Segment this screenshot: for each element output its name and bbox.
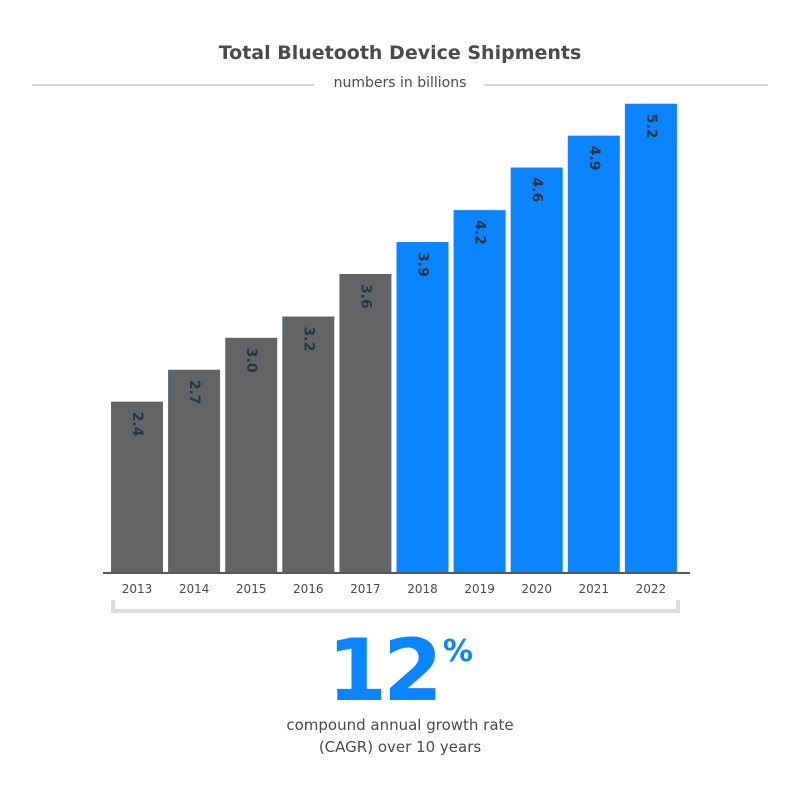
cagr-caption-line1: compound annual growth rate	[286, 716, 514, 734]
bar-2022	[624, 103, 677, 572]
title-rule-left	[32, 84, 314, 86]
bar-2019	[453, 210, 506, 572]
value-label-2013: 2.4	[129, 412, 145, 437]
x-tick-label-2018: 2018	[407, 582, 438, 596]
value-label-2015: 3.0	[243, 348, 259, 373]
bar-2016	[282, 316, 335, 572]
bar-2013	[111, 401, 163, 572]
value-label-2018: 3.9	[415, 252, 431, 277]
chart-subtitle: numbers in billions	[333, 75, 467, 91]
period-bracket	[111, 600, 680, 613]
value-label-2017: 3.6	[357, 284, 373, 309]
cagr-value: 12%	[0, 628, 800, 714]
cagr-caption-line2: (CAGR) over 10 years	[318, 738, 482, 756]
x-tick-label-2022: 2022	[636, 582, 667, 596]
value-label-2014: 2.7	[186, 380, 202, 405]
value-label-2021: 4.9	[586, 146, 602, 171]
cagr-percent: %	[442, 634, 473, 669]
value-label-2020: 4.6	[529, 178, 545, 203]
title-rule-right	[484, 84, 768, 86]
cagr-caption: compound annual growth rate (CAGR) over …	[0, 714, 800, 758]
bar-2021	[567, 135, 620, 572]
x-tick-label-2014: 2014	[179, 582, 210, 596]
x-tick-label-2017: 2017	[350, 582, 381, 596]
bar-2015	[225, 337, 278, 572]
bar-2017	[339, 273, 392, 572]
value-label-2016: 3.2	[300, 327, 316, 352]
bar-2020	[510, 167, 563, 572]
bar-chart: 2.4 2013 2.7 2014 3.0 2015 3.2 2016 3.6 2017 3.9 20…	[103, 103, 690, 596]
value-label-2022: 5.2	[643, 114, 659, 139]
x-tick-label-2019: 2019	[464, 582, 495, 596]
value-label-2019: 4.2	[472, 220, 488, 245]
x-tick-label-2020: 2020	[521, 582, 552, 596]
cagr-number: 12	[327, 621, 443, 721]
x-tick-label-2016: 2016	[293, 582, 324, 596]
chart-title: Total Bluetooth Device Shipments	[218, 42, 582, 64]
bar-2018	[396, 242, 449, 573]
bar-2014	[168, 369, 221, 572]
x-tick-label-2015: 2015	[236, 582, 267, 596]
x-tick-label-2013: 2013	[122, 582, 153, 596]
x-tick-label-2021: 2021	[579, 582, 610, 596]
